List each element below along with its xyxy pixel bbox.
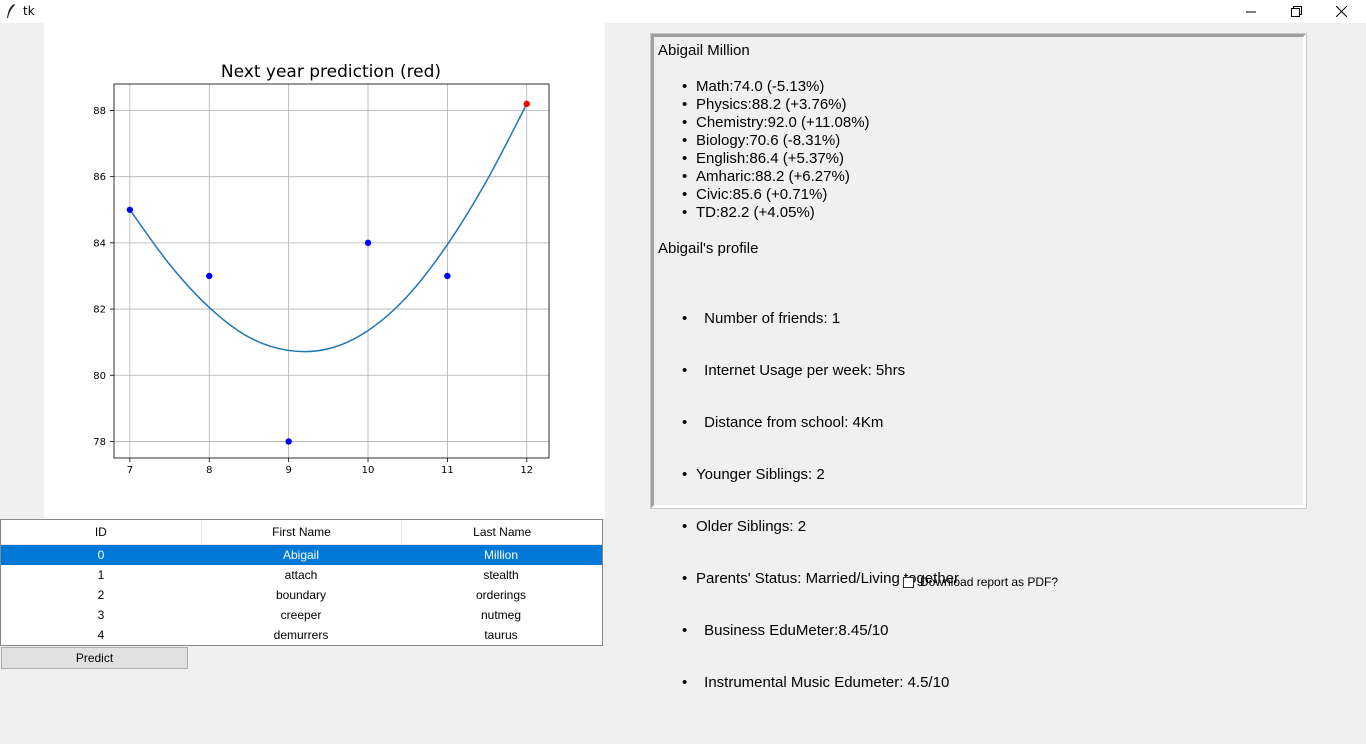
list-item: English:86.4 (+5.37%) bbox=[658, 150, 959, 168]
cell-last-name: orderings bbox=[475, 588, 527, 602]
cell-first-name: boundary bbox=[275, 588, 327, 602]
data-point bbox=[523, 100, 530, 108]
x-tick-label: 7 bbox=[127, 465, 133, 476]
list-item: Parents' Status: Married/Living together bbox=[658, 570, 959, 588]
cell-last-name: taurus bbox=[484, 628, 518, 642]
list-item: Internet Usage per week: 5hrs bbox=[658, 362, 959, 380]
minimize-icon bbox=[1246, 11, 1256, 12]
cell-id: 0 bbox=[97, 548, 105, 562]
restore-button[interactable] bbox=[1273, 0, 1319, 23]
cell-first-name: demurrers bbox=[273, 628, 329, 642]
y-tick-label: 88 bbox=[93, 106, 106, 117]
predict-button[interactable]: Predict bbox=[1, 647, 188, 669]
list-item: Instrumental Music Edumeter: 4.5/10 bbox=[658, 674, 959, 692]
cell-last-name: Million bbox=[483, 548, 518, 562]
data-point bbox=[364, 239, 372, 247]
x-tick-label: 8 bbox=[206, 465, 212, 476]
column-header-id[interactable]: ID bbox=[1, 520, 202, 544]
list-item: Civic:85.6 (+0.71%) bbox=[658, 186, 959, 204]
y-tick-label: 86 bbox=[93, 172, 106, 183]
list-item: Business EduMeter:8.45/10 bbox=[658, 622, 959, 640]
chart-panel: Next year prediction (red) 7 8 9 10 11 12 78 80… bbox=[44, 23, 605, 519]
table-row[interactable]: 3 creeper nutmeg bbox=[1, 605, 602, 625]
cell-first-name: creeper bbox=[280, 608, 322, 622]
y-tick-label: 78 bbox=[93, 437, 106, 448]
list-item: Amharic:88.2 (+6.27%) bbox=[658, 168, 959, 186]
feather-icon bbox=[7, 4, 15, 18]
list-item: Math:74.0 (-5.13%) bbox=[658, 78, 959, 96]
x-tick-label: 9 bbox=[285, 465, 291, 476]
profile-list: Number of friends: 1 Internet Usage per … bbox=[658, 276, 959, 726]
list-item: TD:82.2 (+4.05%) bbox=[658, 204, 959, 222]
close-icon bbox=[1335, 6, 1347, 17]
data-point bbox=[206, 272, 213, 280]
student-table: ID First Name Last Name 0 Abigail Millio… bbox=[0, 519, 603, 646]
list-item: Number of friends: 1 bbox=[658, 310, 959, 328]
list-item: Chemistry:92.0 (+11.08%) bbox=[658, 114, 959, 132]
data-point bbox=[444, 272, 451, 280]
cell-id: 3 bbox=[97, 608, 105, 622]
checkbox-label: Download report as PDF? bbox=[920, 575, 1059, 589]
x-tick-label: 12 bbox=[520, 465, 533, 476]
profile-heading: Abigail's profile bbox=[658, 240, 759, 257]
student-name: Abigail Million bbox=[658, 42, 750, 59]
y-tick-label: 80 bbox=[93, 371, 106, 382]
minimize-button[interactable] bbox=[1228, 0, 1274, 23]
table-row[interactable]: 4 demurrers taurus bbox=[1, 625, 602, 645]
y-tick-label: 84 bbox=[93, 238, 106, 249]
window-title: tk bbox=[23, 4, 35, 18]
plot-frame bbox=[113, 83, 550, 459]
report-text-panel[interactable]: Abigail Million Math:74.0 (-5.13%) Physi… bbox=[650, 33, 1307, 692]
cell-first-name: attach bbox=[284, 568, 318, 582]
x-tick-label: 11 bbox=[441, 465, 454, 476]
data-point bbox=[285, 438, 292, 445]
cell-id: 1 bbox=[97, 568, 105, 582]
cell-last-name: nutmeg bbox=[480, 608, 522, 622]
table-row[interactable]: 0 Abigail Million bbox=[1, 545, 602, 565]
grades-list: Math:74.0 (-5.13%) Physics:88.2 (+3.76%)… bbox=[658, 78, 959, 222]
table-row[interactable]: 2 boundary orderings bbox=[1, 585, 602, 605]
prediction-chart: Next year prediction (red) 7 8 9 10 11 127880… bbox=[93, 62, 550, 476]
data-point bbox=[126, 206, 134, 213]
restore-icon bbox=[1290, 6, 1302, 17]
column-header-first-name[interactable]: First Name bbox=[202, 520, 403, 544]
y-tick-label: 82 bbox=[93, 305, 106, 316]
chart-title: Next year prediction (red) bbox=[221, 62, 441, 82]
cell-id: 2 bbox=[97, 588, 105, 602]
x-tick-label: 10 bbox=[362, 465, 375, 476]
cell-first-name: Abigail bbox=[282, 548, 320, 562]
title-bar: tk bbox=[0, 0, 1366, 23]
list-item: Physics:88.2 (+3.76%) bbox=[658, 96, 959, 114]
cell-id: 4 bbox=[97, 628, 105, 642]
list-item: Younger Siblings: 2 bbox=[658, 466, 959, 484]
list-item: Biology:70.6 (-8.31%) bbox=[658, 132, 959, 150]
table-row[interactable]: 1 attach stealth bbox=[1, 565, 602, 585]
checkbox-box[interactable] bbox=[903, 576, 914, 588]
fit-curve bbox=[129, 103, 528, 353]
column-header-last-name[interactable]: Last Name bbox=[473, 525, 532, 539]
list-item: Older Siblings: 2 bbox=[658, 518, 959, 536]
close-button[interactable] bbox=[1318, 0, 1364, 23]
download-pdf-checkbox[interactable]: Download report as PDF? bbox=[903, 575, 1058, 589]
list-item: Distance from school: 4Km bbox=[658, 414, 959, 432]
cell-last-name: stealth bbox=[483, 568, 519, 582]
table-header: ID First Name Last Name bbox=[1, 520, 602, 545]
